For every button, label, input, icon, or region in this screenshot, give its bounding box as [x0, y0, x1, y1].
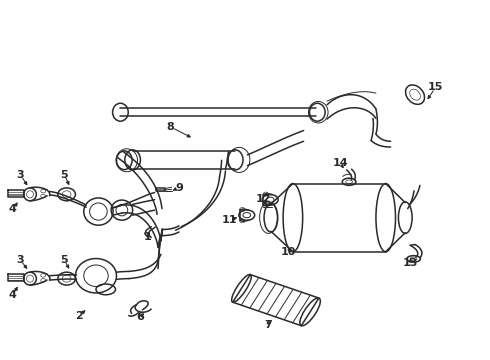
Text: 11: 11 — [221, 215, 237, 225]
Text: 2: 2 — [75, 311, 83, 321]
Text: 8: 8 — [167, 122, 174, 132]
Text: 15: 15 — [428, 82, 443, 93]
Text: 4: 4 — [9, 204, 17, 215]
Text: 5: 5 — [60, 255, 68, 265]
Text: 7: 7 — [265, 320, 272, 330]
Text: 9: 9 — [175, 183, 183, 193]
Text: 10: 10 — [280, 247, 295, 257]
Text: 3: 3 — [17, 170, 24, 180]
Text: 6: 6 — [136, 312, 144, 322]
Text: 14: 14 — [333, 158, 348, 168]
Text: 12: 12 — [256, 194, 271, 204]
Text: 3: 3 — [17, 255, 24, 265]
Text: 13: 13 — [402, 258, 418, 268]
Text: 1: 1 — [144, 232, 151, 242]
Text: 5: 5 — [60, 170, 68, 180]
Text: 4: 4 — [9, 290, 17, 300]
